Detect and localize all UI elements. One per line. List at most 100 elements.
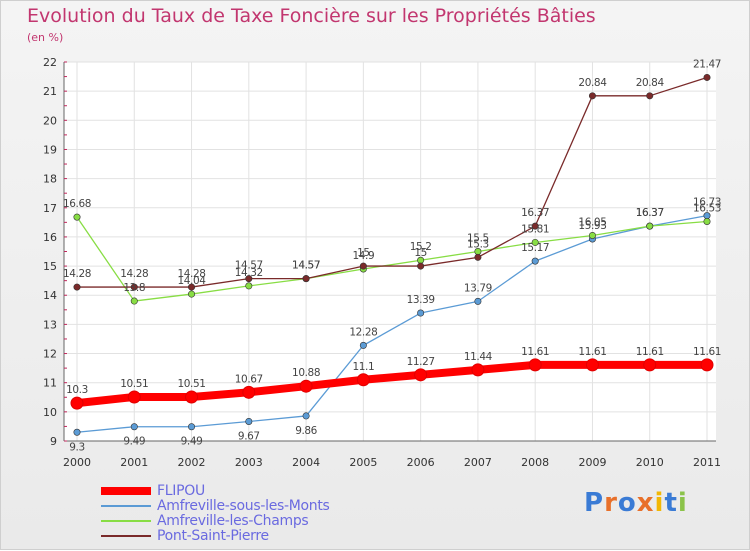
chart-legend: FLIPOU Amfreville-sous-les-Monts Amfrevill… bbox=[101, 482, 330, 544]
data-label: 16.73 bbox=[693, 197, 721, 209]
data-point bbox=[356, 373, 370, 387]
logo-letter: t bbox=[664, 488, 678, 518]
data-label: 14.57 bbox=[292, 260, 320, 272]
legend-label: Amfreville-sous-les-Monts bbox=[157, 497, 330, 514]
y-tick-label: 22 bbox=[43, 56, 57, 69]
data-label: 9.49 bbox=[181, 436, 203, 448]
legend-label: FLIPOU bbox=[157, 482, 205, 499]
data-label: 14.9 bbox=[352, 250, 374, 262]
data-label: 20.84 bbox=[636, 77, 665, 89]
data-label: 15 bbox=[357, 247, 370, 259]
proxiti-logo: Proxiti bbox=[584, 488, 688, 518]
data-point bbox=[130, 297, 138, 305]
data-label: 10.51 bbox=[120, 378, 148, 390]
data-label: 9.49 bbox=[123, 436, 145, 448]
data-point bbox=[531, 222, 539, 230]
x-tick-label: 2001 bbox=[120, 456, 148, 469]
x-tick-label: 2007 bbox=[464, 456, 492, 469]
data-label: 12.28 bbox=[349, 326, 377, 338]
data-label: 10.67 bbox=[235, 373, 263, 385]
data-point bbox=[588, 92, 596, 100]
data-label: 11.27 bbox=[407, 356, 435, 368]
data-point bbox=[188, 283, 196, 291]
y-tick-label: 9 bbox=[50, 435, 57, 448]
data-label: 14.57 bbox=[235, 260, 263, 272]
legend-label: Amfreville-les-Champs bbox=[157, 512, 309, 529]
legend-swatch bbox=[101, 504, 151, 507]
logo-letter: x bbox=[636, 488, 655, 518]
x-tick-label: 2003 bbox=[235, 456, 263, 469]
data-point bbox=[73, 428, 81, 436]
data-label: 10.51 bbox=[178, 378, 206, 390]
x-tick-label: 2004 bbox=[292, 456, 320, 469]
y-tick-label: 12 bbox=[43, 348, 57, 361]
data-point bbox=[302, 275, 310, 283]
data-point bbox=[474, 253, 482, 261]
y-tick-label: 16 bbox=[43, 231, 57, 244]
data-point bbox=[528, 358, 542, 372]
data-point bbox=[359, 262, 367, 270]
plot-area bbox=[64, 62, 716, 441]
data-label: 11.61 bbox=[521, 346, 549, 358]
data-point bbox=[646, 92, 654, 100]
data-label: 15.81 bbox=[521, 223, 549, 235]
data-label: 15 bbox=[414, 247, 427, 259]
y-tick-label: 11 bbox=[43, 377, 57, 390]
data-label: 15.93 bbox=[578, 220, 606, 232]
data-label: 10.3 bbox=[66, 384, 88, 396]
legend-label: Pont-Saint-Pierre bbox=[157, 527, 269, 544]
x-tick-label: 2005 bbox=[349, 456, 377, 469]
x-tick-label: 2011 bbox=[693, 456, 721, 469]
data-label: 10.88 bbox=[292, 367, 320, 379]
legend-swatch bbox=[101, 534, 151, 537]
logo-letter: o bbox=[617, 488, 637, 518]
y-tick-label: 17 bbox=[43, 202, 57, 215]
data-point bbox=[474, 297, 482, 305]
data-point bbox=[127, 390, 141, 404]
data-point bbox=[585, 358, 599, 372]
legend-swatch bbox=[101, 486, 151, 495]
data-point bbox=[188, 290, 196, 298]
x-tick-label: 2009 bbox=[578, 456, 606, 469]
logo-letter: P bbox=[584, 488, 605, 518]
data-label: 16.37 bbox=[636, 207, 664, 219]
data-label: 14.28 bbox=[120, 268, 148, 280]
data-label: 15.5 bbox=[467, 233, 489, 245]
y-tick-label: 15 bbox=[43, 260, 57, 273]
legend-item: Pont-Saint-Pierre bbox=[101, 527, 330, 544]
legend-item: FLIPOU bbox=[101, 482, 330, 499]
y-tick-label: 19 bbox=[43, 143, 57, 156]
data-label: 11.44 bbox=[464, 351, 493, 363]
chart-title: Evolution du Taux de Taxe Foncière sur l… bbox=[27, 5, 596, 27]
data-label: 13.79 bbox=[464, 282, 492, 294]
data-point bbox=[299, 379, 313, 393]
data-label: 16.37 bbox=[636, 207, 664, 219]
data-point bbox=[703, 217, 711, 225]
data-label: 14.28 bbox=[178, 268, 206, 280]
series-line-1 bbox=[76, 215, 708, 433]
y-tick-label: 20 bbox=[43, 114, 57, 127]
x-tick-label: 2010 bbox=[636, 456, 664, 469]
data-point bbox=[130, 283, 138, 291]
data-point bbox=[245, 417, 253, 425]
x-tick-label: 2000 bbox=[63, 456, 91, 469]
data-label: 11.1 bbox=[352, 361, 374, 373]
data-point bbox=[531, 257, 539, 265]
y-tick-label: 21 bbox=[43, 85, 57, 98]
data-label: 9.67 bbox=[238, 430, 260, 442]
y-tick-label: 10 bbox=[43, 406, 57, 419]
data-label: 15.17 bbox=[521, 242, 549, 254]
data-label: 11.61 bbox=[636, 346, 664, 358]
data-point bbox=[359, 341, 367, 349]
chart-subtitle: (en %) bbox=[27, 31, 64, 44]
data-point bbox=[417, 309, 425, 317]
data-point bbox=[588, 231, 596, 239]
data-point bbox=[703, 73, 711, 81]
data-label: 16.53 bbox=[693, 202, 721, 214]
x-tick-label: 2008 bbox=[521, 456, 549, 469]
data-label: 14.57 bbox=[292, 260, 320, 272]
data-label: 14.32 bbox=[235, 267, 263, 279]
data-point bbox=[643, 358, 657, 372]
